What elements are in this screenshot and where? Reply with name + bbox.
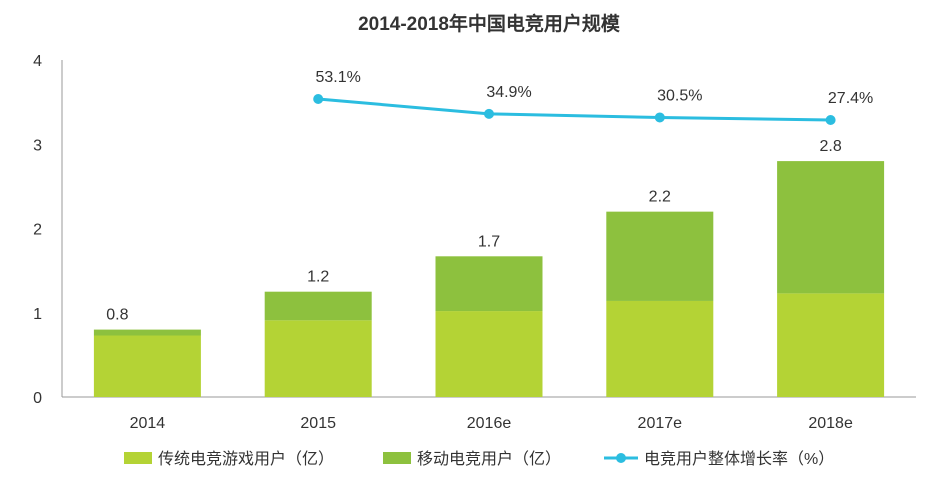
legend-label: 移动电竞用户（亿） [417,450,561,468]
bar-segment-mobile [435,256,543,312]
x-tick-label: 2014 [130,415,166,432]
growth-rate-point [654,112,665,123]
bar-total-label: 2.2 [649,189,671,206]
bar-segment-traditional [435,311,543,397]
legend-point-swatch [616,453,626,463]
legend-label: 传统电竞游戏用户（亿） [158,450,334,468]
bar-total-label: 1.7 [478,233,500,250]
bar-segment-traditional [93,335,201,397]
bar-segment-traditional [606,300,714,397]
y-tick-label: 4 [33,53,42,70]
legend-label: 电竞用户整体增长率（%） [644,450,834,468]
growth-rate-point [484,108,494,119]
growth-rate-point [825,115,836,125]
y-tick-label: 1 [33,306,42,323]
y-tick-label: 0 [33,390,42,407]
x-tick-label: 2017e [638,415,683,432]
bar-segment-traditional [777,293,885,397]
legend-swatch [383,452,411,464]
bar-total-label: 1.2 [307,269,329,286]
bar-segment-traditional [264,320,372,397]
x-tick-label: 2015 [300,415,336,432]
bar-segment-mobile [93,329,201,336]
bar-total-label: 2.8 [819,138,841,155]
x-tick-label: 2018e [808,415,853,432]
growth-rate-label: 34.9% [486,84,531,101]
growth-rate-label: 53.1% [316,69,361,86]
legend-swatch [124,452,152,464]
chart-title: 2014-2018年中国电竞用户规模 [358,12,621,35]
bar-segment-mobile [606,211,714,301]
y-tick-label: 3 [33,137,42,154]
bar-segment-mobile [264,291,372,321]
growth-rate-point [313,94,324,104]
legend: 传统电竞游戏用户（亿） 移动电竞用户（亿） 电竞用户整体增长率（%） [124,450,834,468]
growth-rate-line [318,97,831,122]
bar-total-label: 0.8 [106,307,128,324]
y-tick-label: 2 [33,222,42,239]
bar-segment-mobile [777,161,885,294]
growth-rate-label: 30.5% [657,87,702,104]
growth-rate-label: 27.4% [828,90,873,107]
x-tick-label: 2016e [467,415,512,432]
